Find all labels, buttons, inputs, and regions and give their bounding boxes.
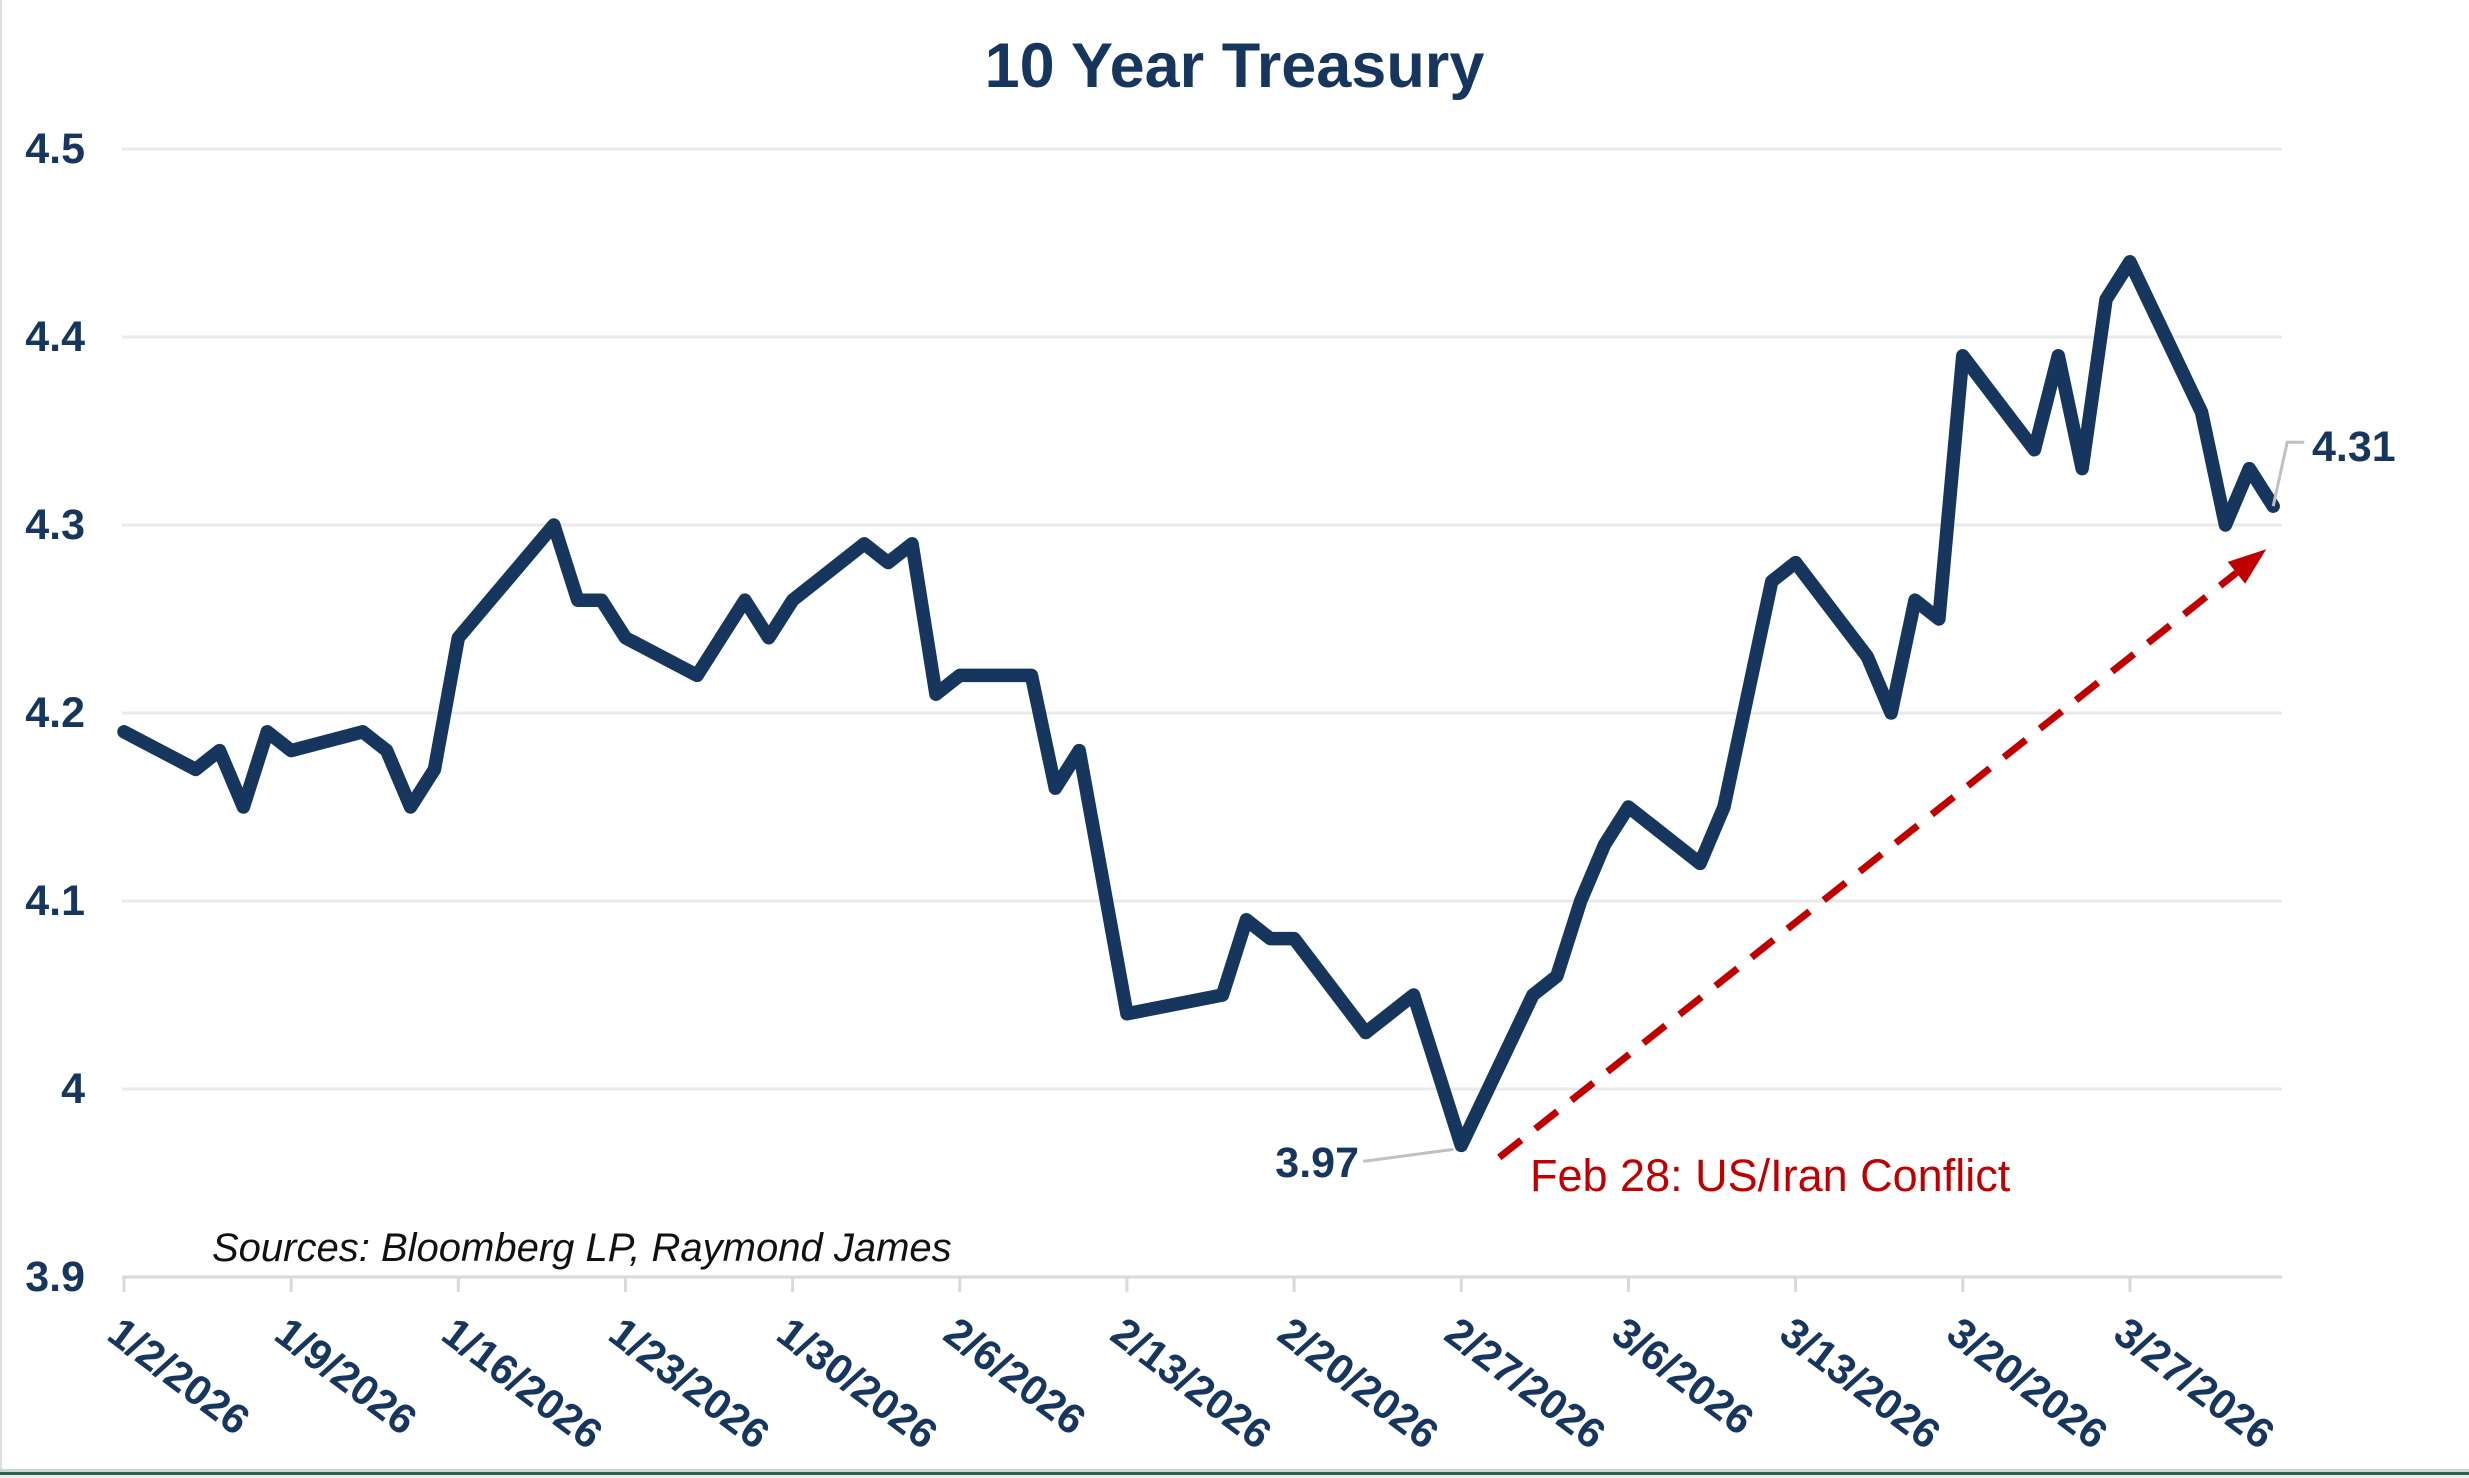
- page-left-border: [0, 0, 2, 1478]
- last-callout-leader: [2271, 440, 2305, 507]
- y-axis-label-4.3: 4.3: [25, 501, 85, 549]
- event-arrow-head: [2227, 549, 2267, 584]
- min-value-callout: 3.97: [1275, 1139, 1359, 1187]
- y-axis-label-4.2: 4.2: [25, 689, 85, 737]
- chart-title: 10 Year Treasury: [984, 31, 1485, 101]
- y-axis-label-4: 4: [61, 1065, 85, 1113]
- last-value-callout: 4.31: [2312, 423, 2396, 471]
- min-callout-leader: [1363, 1147, 1454, 1163]
- y-axis-label-4.1: 4.1: [25, 877, 85, 925]
- y-axis-label-4.5: 4.5: [25, 125, 85, 173]
- yield-line: [117, 255, 2280, 1153]
- page-bottom-border-pale: [0, 1475, 2469, 1478]
- page-bottom-border-dark: [0, 1472, 2469, 1475]
- y-axis-label-3.9: 3.9: [25, 1253, 85, 1301]
- event-arrow-shaft: [1497, 570, 2239, 1161]
- y-axis-label-4.4: 4.4: [25, 313, 85, 361]
- page-bottom-border-light: [0, 1469, 2469, 1472]
- event-annotation: Feb 28: US/Iran Conflict: [1530, 1150, 2011, 1201]
- source-note: Sources: Bloomberg LP, Raymond James: [212, 1226, 952, 1270]
